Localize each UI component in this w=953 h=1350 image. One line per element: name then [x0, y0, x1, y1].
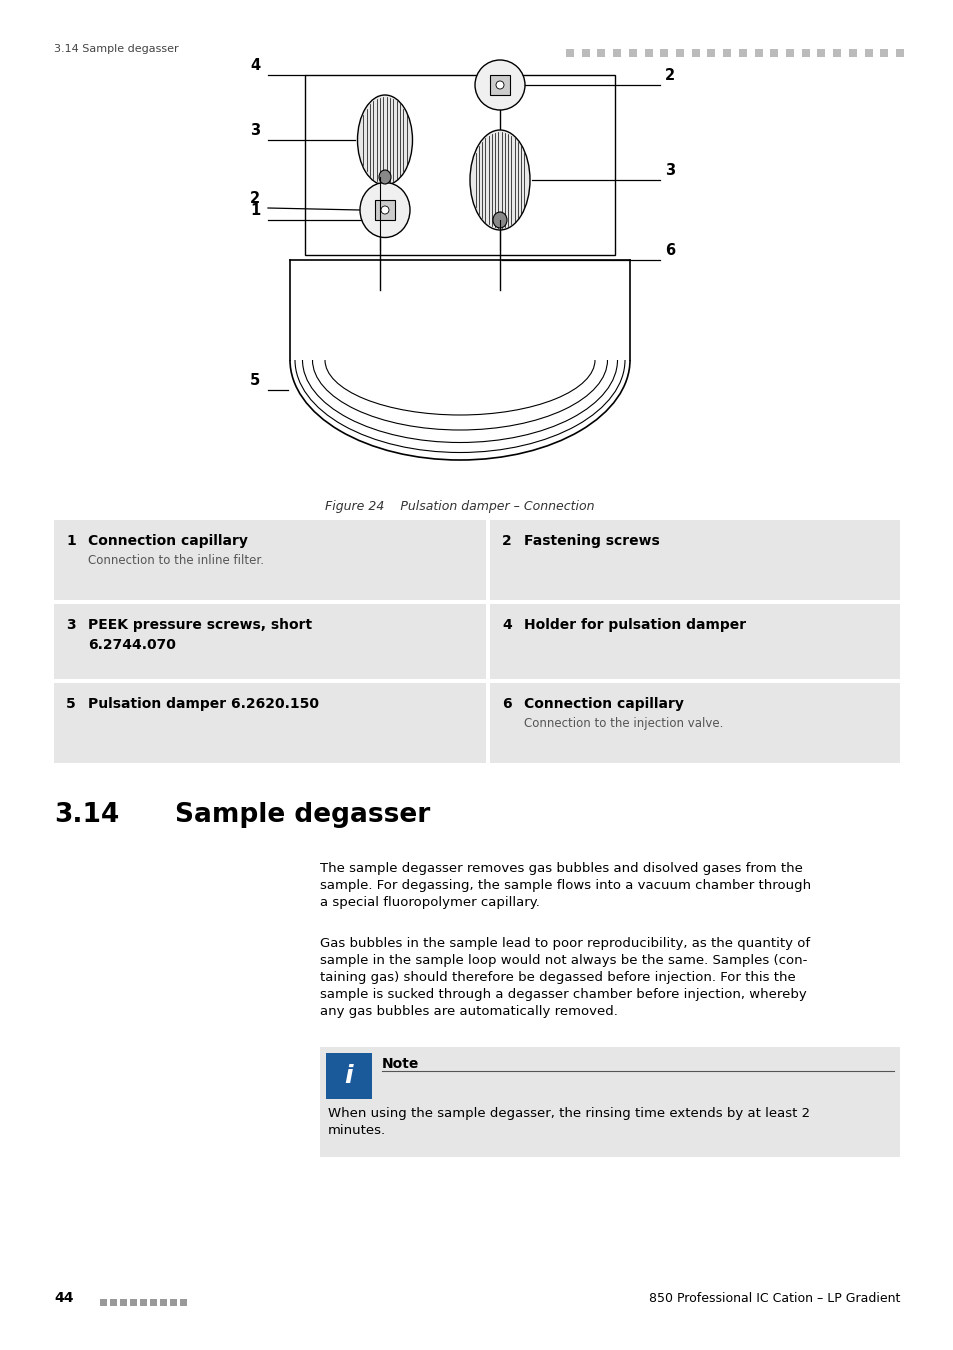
Text: any gas bubbles are automatically removed.: any gas bubbles are automatically remove… — [319, 1004, 618, 1018]
Text: 44: 44 — [54, 1291, 73, 1305]
Bar — [848, 49, 856, 57]
Text: Pulsation damper 6.2620.150: Pulsation damper 6.2620.150 — [88, 697, 318, 711]
Text: 3.14: 3.14 — [54, 802, 119, 828]
Text: 850 Professional IC Cation – LP Gradient: 850 Professional IC Cation – LP Gradient — [648, 1292, 899, 1305]
Bar — [817, 49, 824, 57]
Text: 4: 4 — [250, 58, 260, 73]
Bar — [326, 1053, 372, 1099]
Text: 6: 6 — [501, 697, 511, 711]
Bar — [490, 520, 899, 599]
Bar — [130, 1299, 137, 1305]
Text: 6: 6 — [664, 243, 675, 258]
Bar — [769, 49, 778, 57]
Bar — [597, 49, 605, 57]
Bar — [895, 49, 903, 57]
Ellipse shape — [470, 130, 530, 230]
Text: 3: 3 — [664, 163, 675, 178]
Text: Gas bubbles in the sample lead to poor reproducibility, as the quantity of: Gas bubbles in the sample lead to poor r… — [319, 937, 809, 950]
Bar — [832, 49, 841, 57]
Bar — [170, 1299, 177, 1305]
Bar — [880, 49, 887, 57]
Bar — [581, 49, 589, 57]
Bar — [863, 49, 872, 57]
Bar — [180, 1299, 187, 1305]
Circle shape — [496, 81, 503, 89]
Ellipse shape — [359, 182, 410, 238]
Bar — [754, 49, 761, 57]
Ellipse shape — [378, 170, 391, 184]
Text: Connection to the inline filter.: Connection to the inline filter. — [88, 554, 264, 567]
Bar — [644, 49, 652, 57]
Bar — [565, 49, 574, 57]
Text: Connection capillary: Connection capillary — [523, 697, 683, 711]
FancyBboxPatch shape — [490, 76, 510, 95]
Text: 2: 2 — [664, 68, 675, 82]
Bar — [54, 520, 485, 599]
Bar — [490, 603, 899, 679]
FancyBboxPatch shape — [375, 200, 395, 220]
Text: taining gas) should therefore be degassed before injection. For this the: taining gas) should therefore be degasse… — [319, 971, 795, 984]
Text: Sample degasser: Sample degasser — [174, 802, 430, 828]
Bar — [140, 1299, 147, 1305]
Bar — [305, 76, 615, 255]
Text: sample is sucked through a degasser chamber before injection, whereby: sample is sucked through a degasser cham… — [319, 988, 806, 1000]
Text: PEEK pressure screws, short: PEEK pressure screws, short — [88, 618, 312, 632]
Bar — [613, 49, 620, 57]
Text: 2: 2 — [501, 535, 511, 548]
Text: i: i — [344, 1064, 353, 1088]
Bar — [785, 49, 793, 57]
Text: sample. For degassing, the sample flows into a vacuum chamber through: sample. For degassing, the sample flows … — [319, 879, 810, 892]
Bar — [54, 683, 485, 763]
Text: Figure 24    Pulsation damper – Connection: Figure 24 Pulsation damper – Connection — [325, 500, 594, 513]
Bar — [100, 1299, 107, 1305]
Text: 5: 5 — [66, 697, 75, 711]
Bar — [659, 49, 668, 57]
Text: minutes.: minutes. — [328, 1125, 386, 1137]
Text: a special fluoropolymer capillary.: a special fluoropolymer capillary. — [319, 896, 539, 909]
Bar — [490, 683, 899, 763]
Text: Holder for pulsation damper: Holder for pulsation damper — [523, 618, 745, 632]
Bar — [722, 49, 730, 57]
Text: sample in the sample loop would not always be the same. Samples (con-: sample in the sample loop would not alwa… — [319, 954, 806, 967]
Text: 1: 1 — [66, 535, 75, 548]
Text: 6.2744.070: 6.2744.070 — [88, 639, 175, 652]
Text: 3.14 Sample degasser: 3.14 Sample degasser — [54, 45, 178, 54]
Bar — [738, 49, 746, 57]
Text: 2: 2 — [250, 190, 260, 207]
Text: 4: 4 — [501, 618, 511, 632]
Bar — [801, 49, 809, 57]
Text: 1: 1 — [250, 202, 260, 217]
Bar — [676, 49, 683, 57]
Circle shape — [380, 207, 389, 215]
Ellipse shape — [493, 212, 506, 228]
Text: The sample degasser removes gas bubbles and disolved gases from the: The sample degasser removes gas bubbles … — [319, 863, 802, 875]
Text: Connection capillary: Connection capillary — [88, 535, 248, 548]
Text: When using the sample degasser, the rinsing time extends by at least 2: When using the sample degasser, the rins… — [328, 1107, 809, 1120]
Ellipse shape — [475, 59, 524, 109]
Ellipse shape — [357, 95, 412, 185]
Bar — [707, 49, 715, 57]
Bar — [120, 1299, 127, 1305]
Text: Connection to the injection valve.: Connection to the injection valve. — [523, 717, 722, 730]
Text: 3: 3 — [66, 618, 75, 632]
Bar — [691, 49, 699, 57]
Bar — [150, 1299, 157, 1305]
Text: 5: 5 — [250, 373, 260, 387]
Text: Fastening screws: Fastening screws — [523, 535, 659, 548]
Text: 3: 3 — [250, 123, 260, 138]
Bar — [319, 1048, 899, 1157]
Bar — [628, 49, 637, 57]
Bar — [54, 603, 485, 679]
Bar — [160, 1299, 167, 1305]
Text: Note: Note — [381, 1057, 419, 1071]
Bar — [110, 1299, 117, 1305]
